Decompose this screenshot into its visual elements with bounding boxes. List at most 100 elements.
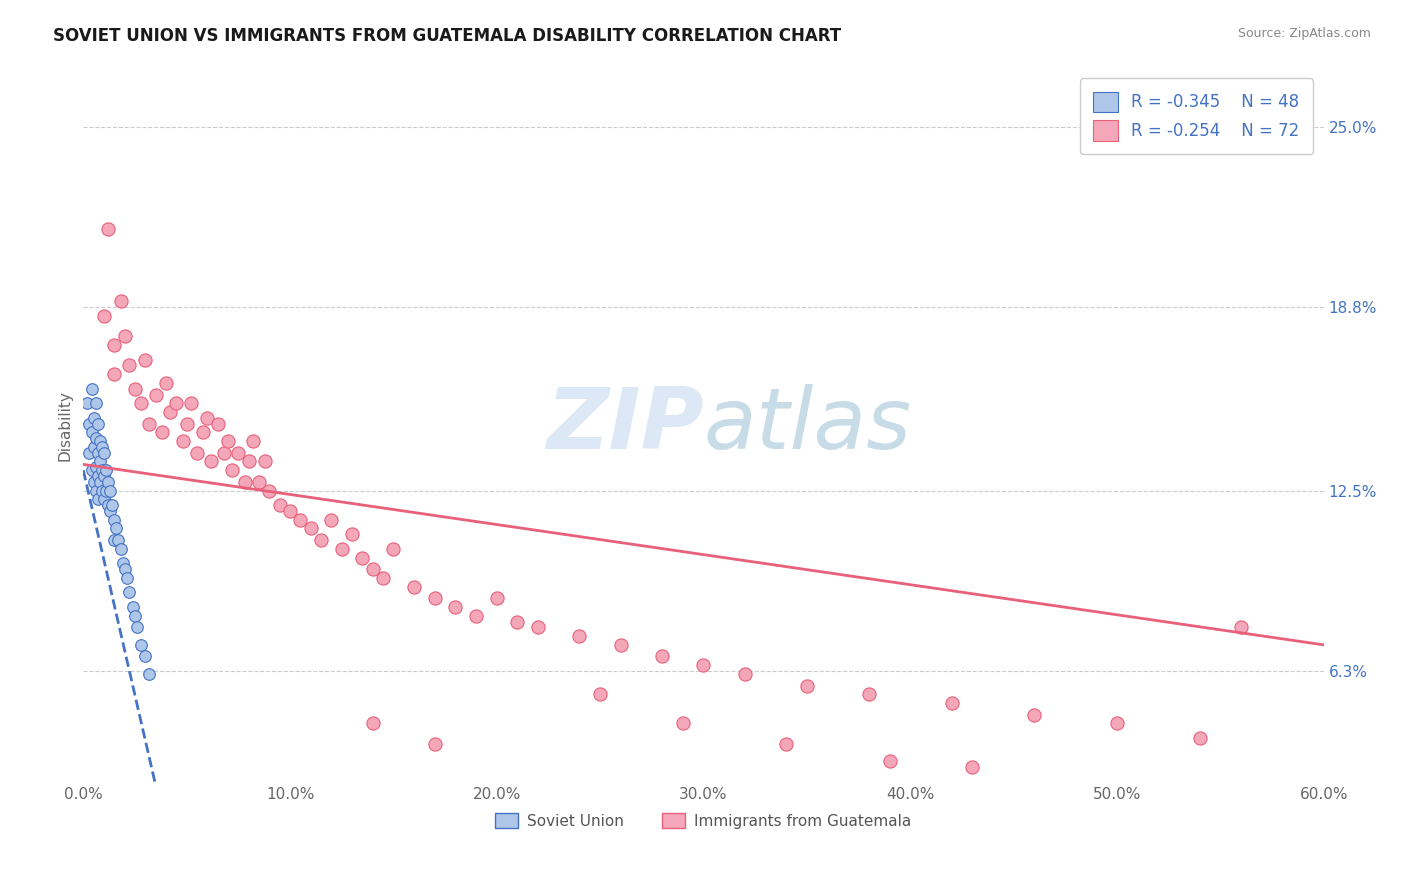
Point: [83, 410, 105, 425]
Point: [941, 696, 963, 710]
Point: [87, 469, 110, 483]
Point: [382, 541, 405, 556]
Point: [176, 417, 198, 431]
Point: [217, 434, 239, 449]
Point: [84, 460, 107, 475]
Point: [242, 434, 264, 449]
Point: [1188, 731, 1211, 745]
Text: ZIP: ZIP: [546, 384, 703, 467]
Point: [80, 425, 103, 440]
Point: [159, 405, 181, 419]
Y-axis label: Disability: Disability: [58, 390, 72, 460]
Point: [124, 608, 146, 623]
Point: [299, 521, 322, 535]
Point: [97, 475, 120, 489]
Point: [138, 667, 160, 681]
Point: [180, 396, 202, 410]
Point: [103, 338, 125, 352]
Point: [111, 557, 134, 571]
Point: [212, 446, 235, 460]
Point: [207, 417, 229, 431]
Point: [352, 550, 374, 565]
Point: [186, 446, 208, 460]
Legend: Soviet Union, Immigrants from Guatemala: Soviet Union, Immigrants from Guatemala: [489, 806, 918, 835]
Point: [94, 463, 117, 477]
Point: [114, 562, 136, 576]
Point: [114, 329, 136, 343]
Point: [589, 687, 612, 701]
Point: [796, 679, 818, 693]
Point: [124, 382, 146, 396]
Point: [87, 417, 110, 431]
Point: [172, 434, 194, 449]
Point: [93, 309, 115, 323]
Point: [76, 396, 98, 410]
Point: [879, 754, 901, 768]
Point: [90, 483, 112, 498]
Point: [444, 600, 467, 615]
Point: [1105, 716, 1128, 731]
Point: [610, 638, 633, 652]
Point: [506, 615, 529, 629]
Point: [79, 417, 101, 431]
Point: [155, 376, 177, 390]
Point: [103, 533, 125, 547]
Point: [361, 716, 384, 731]
Point: [90, 463, 112, 477]
Text: atlas: atlas: [703, 384, 911, 467]
Point: [93, 469, 115, 483]
Point: [221, 463, 243, 477]
Point: [90, 440, 112, 454]
Point: [150, 425, 173, 440]
Point: [193, 425, 215, 440]
Point: [321, 513, 343, 527]
Point: [672, 716, 695, 731]
Point: [129, 396, 152, 410]
Point: [83, 475, 105, 489]
Point: [93, 492, 115, 507]
Point: [118, 359, 141, 373]
Point: [527, 620, 550, 634]
Point: [83, 440, 105, 454]
Point: [200, 454, 222, 468]
Point: [84, 431, 107, 445]
Point: [1024, 707, 1046, 722]
Point: [94, 483, 117, 498]
Point: [89, 434, 111, 449]
Point: [93, 446, 115, 460]
Point: [254, 454, 277, 468]
Point: [84, 396, 107, 410]
Text: SOVIET UNION VS IMMIGRANTS FROM GUATEMALA DISABILITY CORRELATION CHART: SOVIET UNION VS IMMIGRANTS FROM GUATEMAL…: [53, 27, 842, 45]
Point: [134, 649, 156, 664]
Point: [568, 629, 591, 643]
Point: [1230, 620, 1253, 634]
Point: [107, 533, 129, 547]
Point: [247, 475, 270, 489]
Point: [361, 562, 384, 576]
Point: [195, 410, 218, 425]
Point: [89, 475, 111, 489]
Point: [134, 352, 156, 367]
Point: [80, 382, 103, 396]
Point: [125, 620, 148, 634]
Point: [97, 221, 120, 235]
Point: [465, 608, 488, 623]
Point: [278, 504, 301, 518]
Point: [485, 591, 508, 606]
Point: [115, 571, 138, 585]
Point: [651, 649, 673, 664]
Point: [775, 737, 797, 751]
Point: [110, 294, 132, 309]
Point: [238, 454, 260, 468]
Point: [309, 533, 332, 547]
Point: [103, 513, 125, 527]
Point: [423, 737, 446, 751]
Point: [98, 504, 121, 518]
Point: [110, 541, 132, 556]
Point: [269, 498, 291, 512]
Point: [259, 483, 281, 498]
Point: [84, 483, 107, 498]
Point: [89, 454, 111, 468]
Point: [290, 513, 312, 527]
Point: [371, 571, 394, 585]
